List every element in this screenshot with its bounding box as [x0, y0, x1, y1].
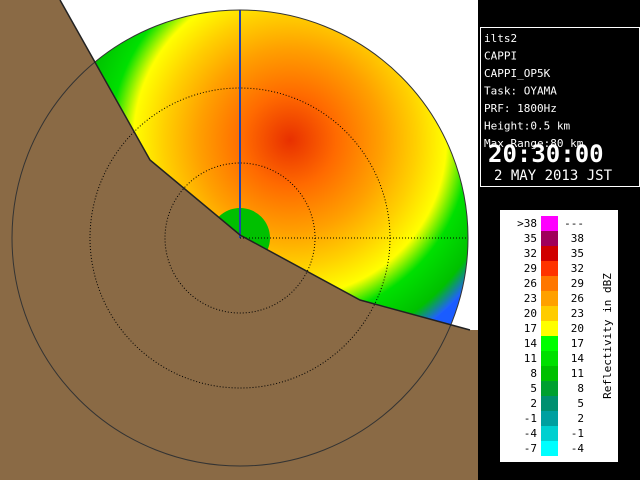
legend-swatch: [541, 246, 558, 261]
legend-low: 29: [524, 262, 537, 275]
date: 2 MAY 2013 JST: [494, 168, 613, 184]
legend-swatch: [541, 441, 558, 456]
legend-high: 26: [571, 292, 584, 305]
info-line: Max Range:80 km: [484, 137, 584, 150]
legend-low: 35: [524, 232, 537, 245]
legend-low: 23: [524, 292, 537, 305]
legend: >38 --- 35 38 32 35 29 32 26 29 23 26 20 23 17 20 14 17 11…: [517, 216, 584, 456]
legend-low: 8: [530, 367, 537, 380]
legend-high: ---: [564, 217, 584, 230]
legend-box: [500, 210, 618, 462]
legend-low: 32: [524, 247, 537, 260]
legend-high: 17: [571, 337, 584, 350]
coastline: [59, 0, 471, 331]
legend-high: 23: [571, 307, 584, 320]
legend-swatch: [541, 366, 558, 381]
legend-low: 17: [524, 322, 537, 335]
legend-high: 38: [571, 232, 584, 245]
legend-high: 8: [577, 382, 584, 395]
legend-low: -1: [524, 412, 537, 425]
legend-swatch: [541, 411, 558, 426]
info-line: Height:0.5 km: [484, 120, 570, 133]
legend-low: -7: [524, 442, 537, 455]
legend-low: >38: [517, 217, 537, 230]
legend-swatch: [541, 321, 558, 336]
legend-swatch: [541, 231, 558, 246]
legend-swatch: [541, 216, 558, 231]
legend-swatch: [541, 381, 558, 396]
legend-high: 20: [571, 322, 584, 335]
legend-title: Reflectivity in dBZ: [601, 273, 614, 399]
legend-swatch: [541, 396, 558, 411]
legend-swatch: [541, 306, 558, 321]
legend-high: 11: [571, 367, 584, 380]
legend-high: 32: [571, 262, 584, 275]
info-line: CAPPI: [484, 50, 517, 63]
legend-swatch: [541, 351, 558, 366]
land: [0, 0, 478, 480]
legend-swatch: [541, 291, 558, 306]
info-line: Task: OYAMA: [484, 85, 557, 98]
legend-swatch: [541, 426, 558, 441]
range-edge: [11, 9, 469, 467]
legend-low: 11: [524, 352, 537, 365]
info-line: PRF: 1800Hz: [484, 102, 557, 115]
time: 20:30:00: [488, 140, 604, 168]
info-text: ilts2 CAPPI CAPPI_OP5K Task: OYAMA PRF: 1800…: [484, 32, 584, 150]
legend-low: 20: [524, 307, 537, 320]
legend-low: 26: [524, 277, 537, 290]
legend-high: 14: [571, 352, 585, 365]
legend-low: 2: [530, 397, 537, 410]
legend-swatch: [541, 336, 558, 351]
legend-high: 29: [571, 277, 584, 290]
info-line: ilts2: [484, 32, 517, 45]
legend-low: 5: [530, 382, 537, 395]
legend-swatch: [541, 276, 558, 291]
legend-swatch: [541, 261, 558, 276]
legend-high: 2: [577, 412, 584, 425]
legend-low: 14: [524, 337, 538, 350]
legend-high: 5: [577, 397, 584, 410]
legend-high: 35: [571, 247, 584, 260]
legend-low: -4: [524, 427, 538, 440]
legend-high: -1: [571, 427, 584, 440]
legend-high: -4: [571, 442, 585, 455]
info-line: CAPPI_OP5K: [484, 67, 551, 80]
